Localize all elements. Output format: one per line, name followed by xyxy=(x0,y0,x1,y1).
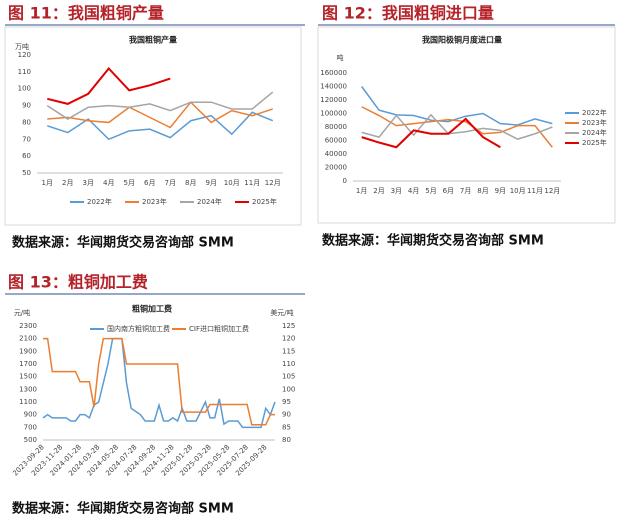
legend-label: 2024年 xyxy=(582,128,607,137)
y-tick-label: 2300 xyxy=(19,322,37,330)
x-tick-label: 3月 xyxy=(83,179,94,187)
legend-label: 国内南方粗铜加工费 xyxy=(107,324,170,333)
source: 数据来源：华闻期货交易咨询部 SMM xyxy=(322,233,544,249)
y-tick-label: 1500 xyxy=(19,373,37,381)
y2-tick-label: 115 xyxy=(282,347,295,355)
y-tick-label: 120000 xyxy=(320,96,347,104)
source: 数据来源：华闻期货交易咨询部 SMM xyxy=(12,501,234,517)
legend-label: CIF进口粗铜加工费 xyxy=(189,324,249,333)
y-axis-label: 元/吨 xyxy=(14,308,30,317)
x-tick-label: 2月 xyxy=(62,179,73,187)
legend-label: 2025年 xyxy=(582,138,607,147)
y-axis-label: 吨 xyxy=(337,53,344,62)
x-tick-label: 11月 xyxy=(527,187,543,195)
y-tick-label: 70 xyxy=(22,135,31,143)
y-tick-label: 1300 xyxy=(19,385,37,393)
x-tick-label: 7月 xyxy=(165,179,176,187)
x-tick-label: 10月 xyxy=(224,179,240,187)
x-tick-label: 4月 xyxy=(103,179,114,187)
series-line xyxy=(47,66,171,105)
y-tick-label: 2100 xyxy=(19,335,37,343)
x-tick-label: 12月 xyxy=(265,179,281,187)
x-tick-label: 5月 xyxy=(425,187,436,195)
x-tick-label: 8月 xyxy=(185,179,196,187)
y2-tick-label: 125 xyxy=(282,322,295,330)
series-line xyxy=(361,113,553,140)
y-tick-label: 900 xyxy=(24,411,37,419)
legend-label: 2023年 xyxy=(582,118,607,127)
y-tick-label: 90 xyxy=(22,102,31,110)
y-tick-label: 80000 xyxy=(325,123,347,131)
source: 数据来源：华闻期货交易咨询部 SMM xyxy=(12,235,234,251)
x-tick-label: 4月 xyxy=(408,187,419,195)
series-line xyxy=(47,101,273,129)
series-line xyxy=(42,337,276,429)
legend-label: 2022年 xyxy=(87,197,112,206)
series-line xyxy=(43,337,275,426)
legend-label: 2022年 xyxy=(582,108,607,117)
x-tick-label: 9月 xyxy=(206,179,217,187)
x-tick-label: 12月 xyxy=(544,187,560,195)
x-tick-label: 1月 xyxy=(42,179,53,187)
chart-title: 我国粗铜产量 xyxy=(129,35,177,45)
y-tick-label: 60 xyxy=(22,152,31,160)
y-tick-label: 1900 xyxy=(19,347,37,355)
x-tick-label: 9月 xyxy=(495,187,506,195)
caption: 图 11：我国粗铜产量 xyxy=(8,4,164,23)
caption: 图 13：粗铜加工费 xyxy=(8,273,148,292)
legend-label: 2023年 xyxy=(142,197,167,206)
y-tick-label: 1700 xyxy=(19,360,37,368)
legend-label: 2024年 xyxy=(197,197,222,206)
y-tick-label: 140000 xyxy=(320,83,347,91)
chart-title: 我国阳极铜月度进口量 xyxy=(422,35,502,45)
series-line xyxy=(361,106,553,148)
series-line xyxy=(361,86,553,126)
legend-label: 2025年 xyxy=(252,197,277,206)
y-tick-label: 500 xyxy=(24,436,37,444)
x-tick-label: 8月 xyxy=(477,187,488,195)
y-axis-label: 万吨 xyxy=(15,42,29,51)
y2-tick-label: 120 xyxy=(282,335,295,343)
x-tick-label: 5月 xyxy=(124,179,135,187)
caption: 图 12：我国粗铜进口量 xyxy=(322,4,494,23)
y2-tick-label: 85 xyxy=(282,423,291,431)
y-tick-label: 0 xyxy=(343,177,347,185)
chart-frame xyxy=(317,26,616,224)
y2-tick-label: 100 xyxy=(282,385,295,393)
y-tick-label: 700 xyxy=(24,423,37,431)
x-tick-label: 3月 xyxy=(391,187,402,195)
chart-title: 粗铜加工费 xyxy=(132,304,172,314)
y-tick-label: 1100 xyxy=(19,398,37,406)
y2-tick-label: 80 xyxy=(282,436,291,444)
y2-axis-label: 美元/吨 xyxy=(270,308,293,317)
x-tick-label: 7月 xyxy=(460,187,471,195)
series-line xyxy=(46,91,274,120)
y2-tick-label: 95 xyxy=(282,398,291,406)
y-tick-label: 80 xyxy=(22,118,31,126)
y-tick-label: 110 xyxy=(18,68,31,76)
series-line xyxy=(47,111,274,141)
y-tick-label: 160000 xyxy=(320,69,347,77)
x-tick-label: 2月 xyxy=(373,187,384,195)
x-tick-label: 1月 xyxy=(356,187,367,195)
x-tick-label: 10月 xyxy=(510,187,526,195)
y2-tick-label: 110 xyxy=(282,360,295,368)
y-tick-label: 20000 xyxy=(325,164,347,172)
y-tick-label: 60000 xyxy=(325,137,347,145)
y-tick-label: 120 xyxy=(18,51,31,59)
y2-tick-label: 90 xyxy=(282,411,291,419)
chart-frame xyxy=(4,26,302,226)
y-tick-label: 100 xyxy=(18,85,31,93)
y-tick-label: 40000 xyxy=(325,150,347,158)
y-tick-label: 100000 xyxy=(320,110,347,118)
y-tick-label: 50 xyxy=(22,169,31,177)
x-tick-label: 6月 xyxy=(144,179,155,187)
series-line xyxy=(361,117,501,149)
x-tick-label: 6月 xyxy=(443,187,454,195)
x-tick-label: 11月 xyxy=(244,179,260,187)
y2-tick-label: 105 xyxy=(282,373,295,381)
